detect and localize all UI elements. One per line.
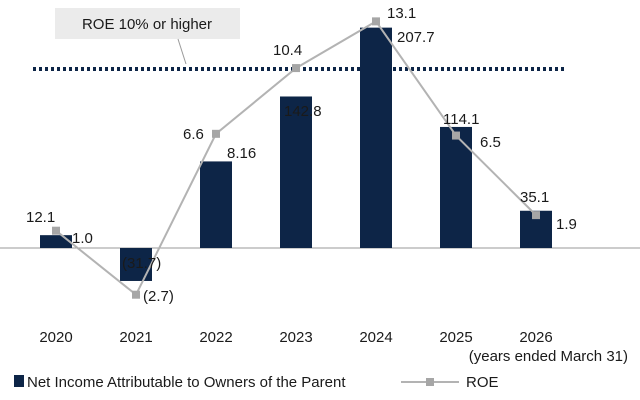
- bar-2025: [440, 126, 472, 248]
- x-tick-2023: 2023: [279, 329, 312, 346]
- roe-label-2022: 6.6: [183, 126, 204, 143]
- roe-marker-2026: [532, 211, 540, 220]
- roe-marker-2024: [372, 17, 380, 26]
- roe-marker-2022: [212, 129, 220, 138]
- roe-label-2024: 13.1: [387, 5, 416, 22]
- bar-label-2021: (31.7): [122, 255, 161, 272]
- x-tick-2024: 2024: [359, 329, 392, 346]
- legend-bar-label: Net Income Attributable to Owners of the…: [27, 374, 346, 391]
- roe-label-2025: 6.5: [480, 134, 501, 151]
- legend-line-label: ROE: [466, 374, 499, 391]
- x-tick-2021: 2021: [119, 329, 152, 346]
- roe-label-2021: (2.7): [143, 288, 174, 305]
- bar-2022: [200, 161, 232, 248]
- roe-label-2020: 1.0: [72, 230, 93, 247]
- roe-marker-2020: [52, 226, 60, 235]
- bar-label-2023: 142.8: [284, 103, 322, 120]
- roe-target-label: ROE 10% or higher: [82, 16, 212, 33]
- x-tick-2025: 2025: [439, 329, 472, 346]
- roe-target-callout: [55, 8, 240, 39]
- bar-label-2022: 8.16: [227, 145, 256, 162]
- bar-2020: [40, 235, 72, 248]
- legend-line-marker: [426, 378, 434, 386]
- roe-marker-2021: [132, 290, 140, 299]
- roe-marker-2023: [292, 64, 300, 73]
- x-tick-2022: 2022: [199, 329, 232, 346]
- legend-bar-swatch: [14, 375, 24, 387]
- bar-2024: [360, 27, 392, 249]
- callout-leader: [177, 38, 187, 65]
- bar-2023: [280, 96, 312, 248]
- bar-label-2025: 114.1: [443, 111, 479, 128]
- roe-marker-2025: [452, 131, 460, 140]
- x-tick-2020: 2020: [39, 329, 72, 346]
- x-axis-note: (years ended March 31): [469, 348, 628, 365]
- bar-label-2026: 35.1: [520, 189, 549, 206]
- roe-label-2026: 1.9: [556, 216, 577, 233]
- bar-label-2020: 12.1: [26, 209, 55, 226]
- roe-label-2023: 10.4: [273, 42, 302, 59]
- x-tick-2026: 2026: [519, 329, 552, 346]
- bar-label-2024: 207.7: [397, 29, 435, 46]
